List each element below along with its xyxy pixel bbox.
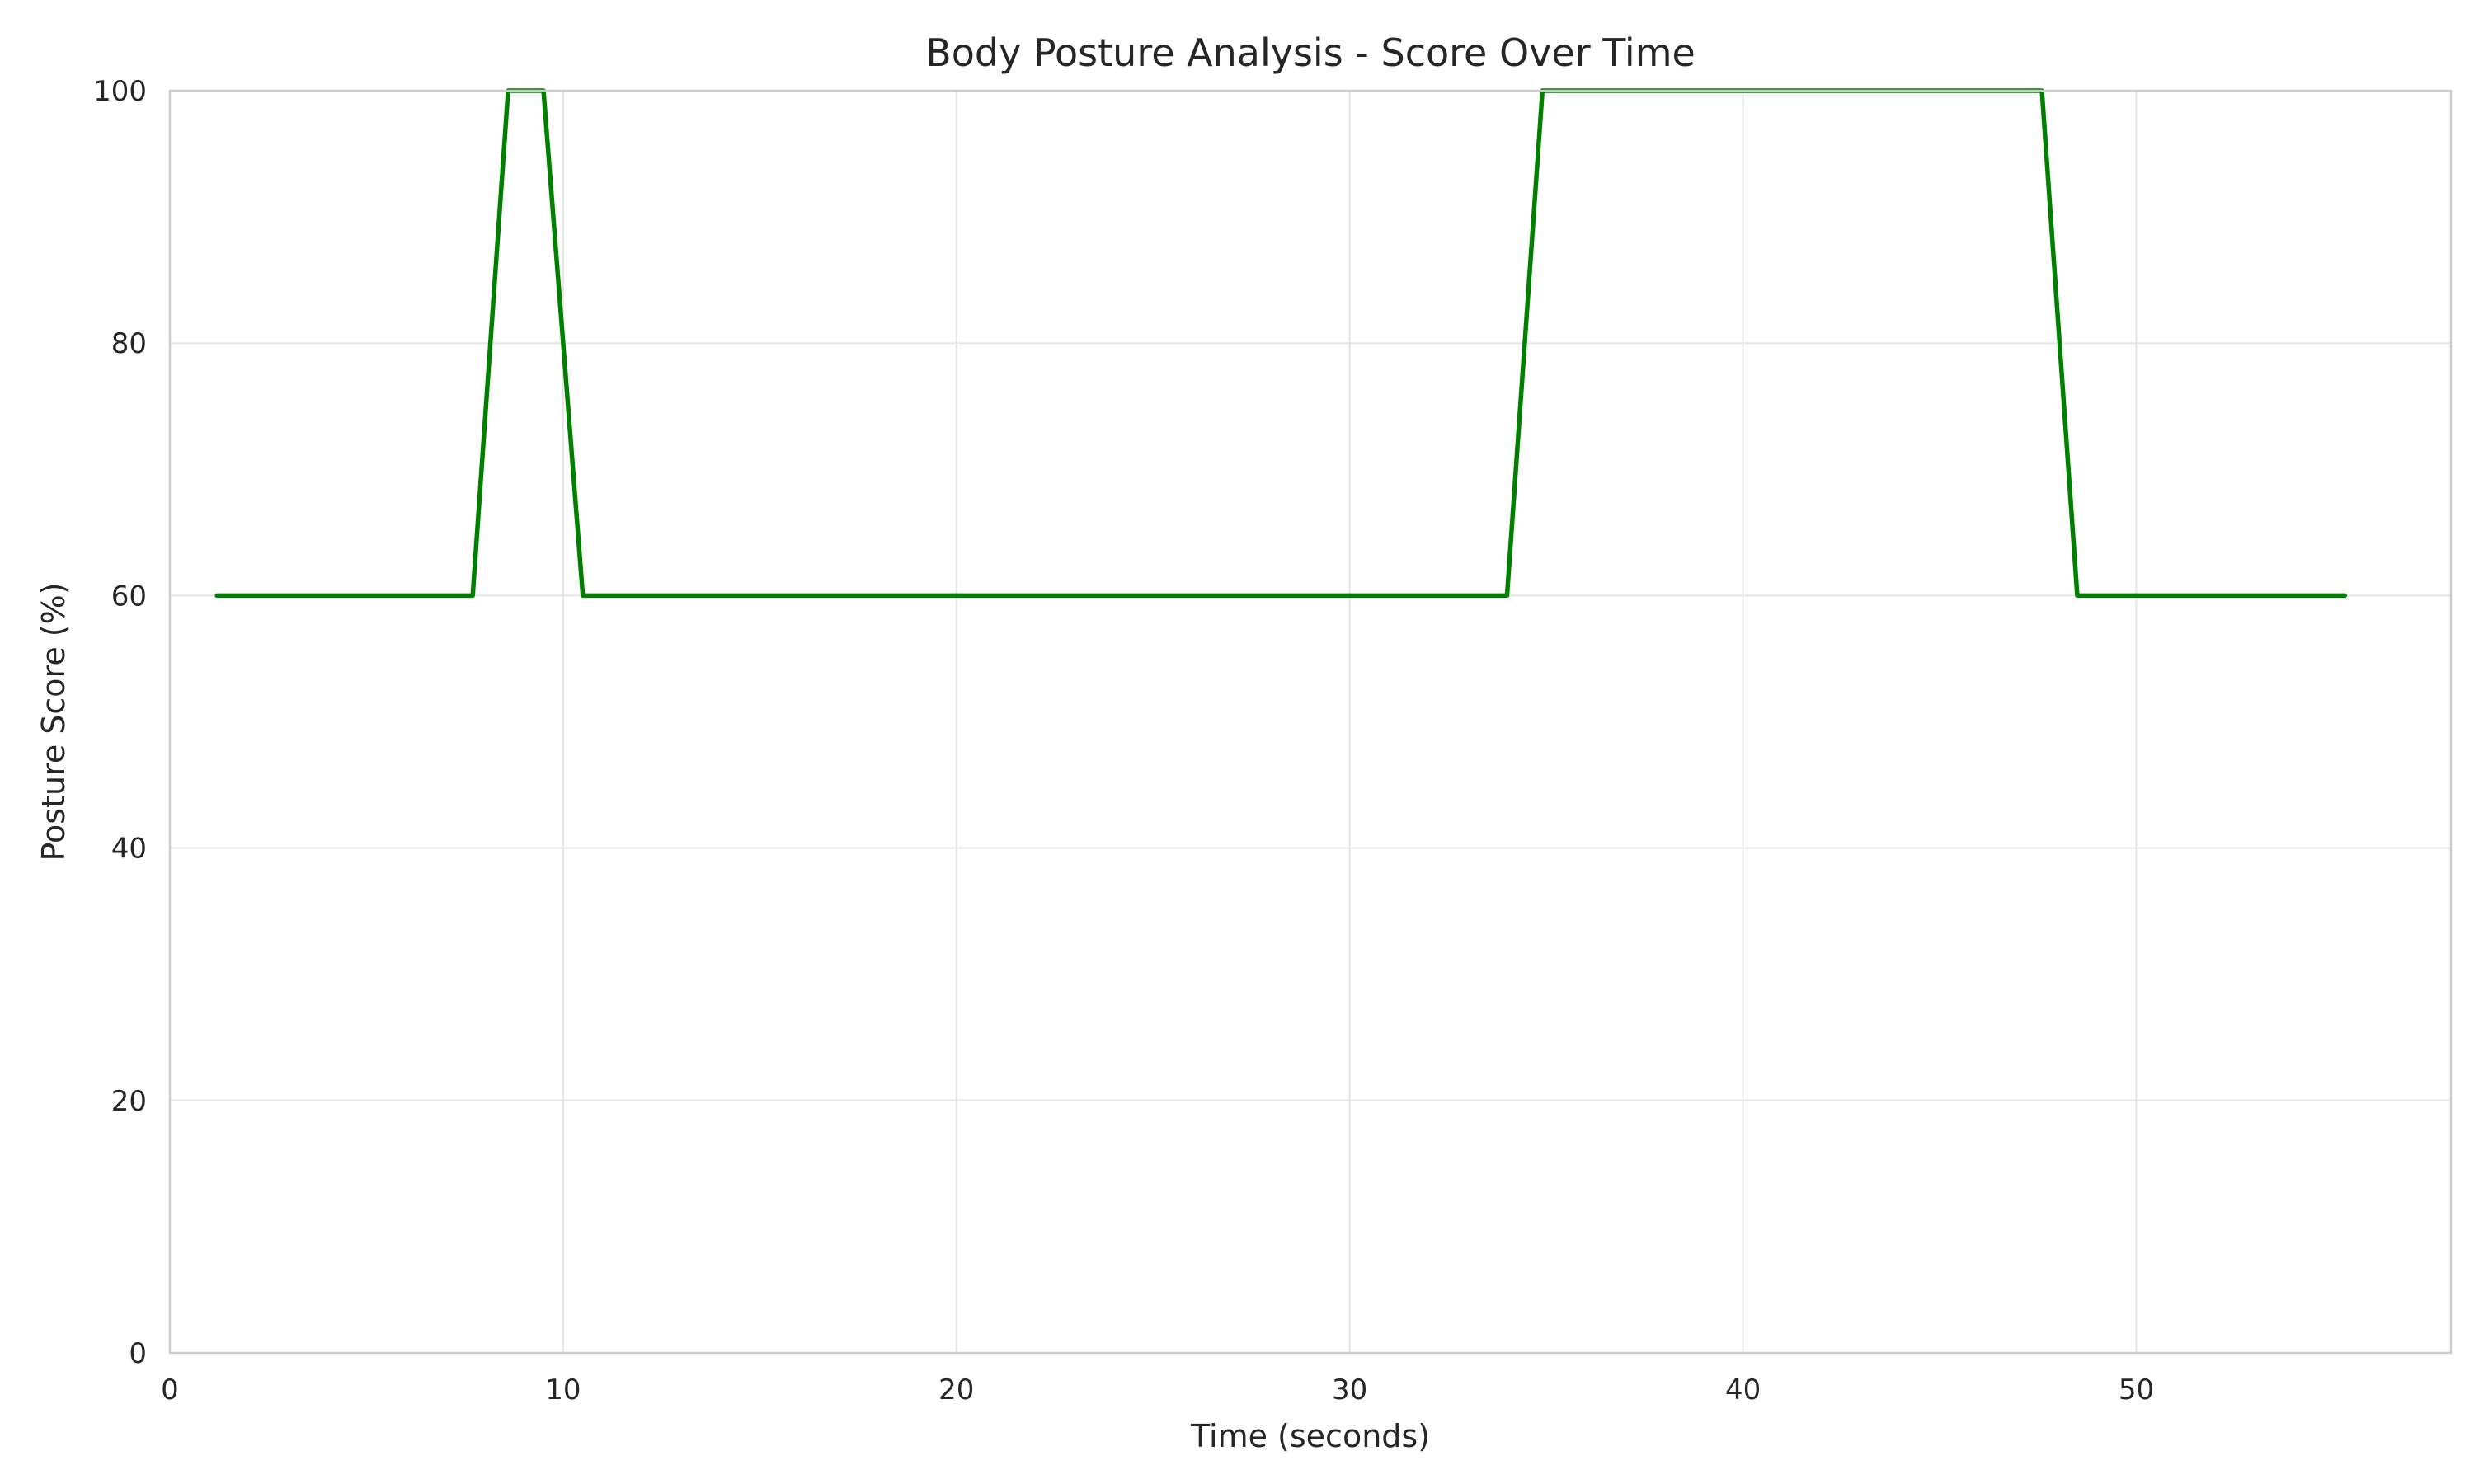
x-tick-label: 50 — [2119, 1374, 2154, 1407]
y-tick-label: 40 — [111, 833, 147, 866]
grid-lines — [169, 90, 2451, 1354]
series-line-0 — [214, 88, 2347, 599]
y-tick-label: 0 — [129, 1337, 147, 1370]
x-tick-label: 10 — [545, 1374, 581, 1407]
x-axis-label: Time (seconds) — [1190, 1418, 1430, 1454]
y-axis-ticks: 0 20 40 60 80 100 — [93, 75, 147, 1370]
plot-area-frame — [168, 89, 2453, 1355]
x-tick-label: 30 — [1332, 1374, 1367, 1407]
y-tick-label: 80 — [111, 327, 147, 360]
x-tick-label: 40 — [1725, 1374, 1761, 1407]
series-layer — [214, 88, 2347, 599]
y-tick-label: 20 — [111, 1085, 147, 1118]
x-tick-label: 0 — [161, 1374, 179, 1407]
x-axis-ticks: 0 10 20 30 40 50 — [161, 1374, 2154, 1407]
y-tick-label: 60 — [111, 580, 147, 613]
y-axis-label: Posture Score (%) — [35, 582, 72, 861]
chart-title: Body Posture Analysis - Score Over Time — [925, 31, 1696, 75]
y-tick-label: 100 — [93, 75, 147, 108]
x-tick-label: 20 — [938, 1374, 974, 1407]
